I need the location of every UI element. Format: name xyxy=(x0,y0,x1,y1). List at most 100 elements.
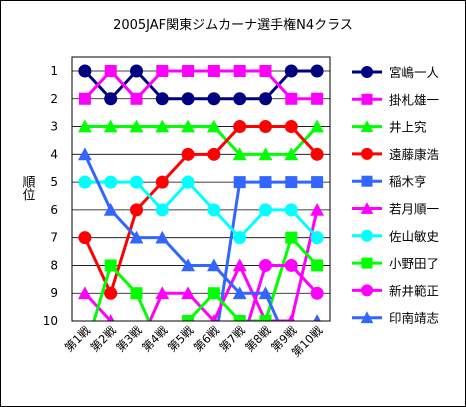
data-point xyxy=(284,147,299,161)
series-line-segment xyxy=(216,181,242,321)
x-tick-label: 第2戦 xyxy=(87,323,119,355)
series-line-segment xyxy=(264,292,280,321)
data-point xyxy=(130,287,143,300)
data-point xyxy=(361,93,373,105)
legend-label: 遠藤康浩 xyxy=(389,147,439,162)
data-point xyxy=(311,259,324,272)
data-point xyxy=(284,120,298,134)
data-point xyxy=(181,92,195,106)
data-point xyxy=(310,119,324,133)
data-point xyxy=(181,147,195,161)
data-point xyxy=(284,64,298,78)
legend-item: 遠藤康浩 xyxy=(352,147,439,162)
data-point xyxy=(232,147,247,161)
legend-item: 井上究 xyxy=(352,120,427,135)
legend-label: 若月順一 xyxy=(389,202,439,217)
data-point xyxy=(259,315,272,321)
data-point xyxy=(130,203,143,217)
y-tick-label: 5 xyxy=(50,175,58,189)
series-line-segment xyxy=(264,237,293,321)
data-point xyxy=(233,231,247,245)
data-point xyxy=(207,203,221,217)
data-point xyxy=(259,203,272,217)
data-point xyxy=(78,286,92,300)
x-tick-label: 第8戦 xyxy=(242,323,274,355)
y-tick-label: 1 xyxy=(50,64,58,78)
data-point xyxy=(130,64,143,78)
x-tick-label: 第4戦 xyxy=(139,323,171,355)
data-point xyxy=(310,231,324,245)
legend-item: 掛札雄一 xyxy=(352,92,439,107)
data-point xyxy=(232,258,247,272)
data-point xyxy=(104,92,118,106)
data-point xyxy=(129,230,144,244)
series-line-segment xyxy=(148,292,164,321)
y-tick-label: 2 xyxy=(50,92,58,106)
data-point xyxy=(311,92,324,105)
data-point xyxy=(361,284,373,297)
data-point xyxy=(285,176,298,189)
y-tick-label: 6 xyxy=(50,203,58,217)
x-tick-label: 第7戦 xyxy=(216,323,248,355)
data-point xyxy=(360,202,374,214)
data-point xyxy=(104,65,117,77)
legend-item: 稲木亨 xyxy=(352,174,427,189)
data-point xyxy=(78,175,92,189)
data-point xyxy=(210,314,218,321)
data-point xyxy=(284,258,298,272)
data-point xyxy=(155,230,170,244)
data-point xyxy=(361,147,373,160)
x-tick-label: 第6戦 xyxy=(191,323,223,355)
legend-label: 小野田了 xyxy=(389,256,439,271)
series-line-segment xyxy=(83,153,113,211)
y-tick-label: 10 xyxy=(43,314,58,328)
series-8 xyxy=(247,258,324,321)
data-point xyxy=(310,286,324,300)
data-point xyxy=(130,92,143,105)
x-tick-label: 第1戦 xyxy=(62,323,94,355)
y-axis-ticks: 1 2 3 4 5 6 7 8 9 10 xyxy=(43,64,58,328)
data-point xyxy=(259,65,272,77)
data-point xyxy=(259,176,272,189)
series-line-segment xyxy=(135,292,151,321)
legend-label: 佐山敏史 xyxy=(389,229,440,244)
data-point xyxy=(155,175,169,189)
plot-area-border xyxy=(71,56,331,322)
data-point xyxy=(106,314,115,321)
data-point xyxy=(155,119,170,133)
legend-item: 印南靖志 xyxy=(352,311,439,326)
data-point xyxy=(259,92,272,106)
series-line-segment xyxy=(212,264,242,321)
legend-item: 新井範正 xyxy=(352,283,439,298)
legend-item: 若月順一 xyxy=(352,202,439,217)
data-point xyxy=(103,202,118,216)
data-point xyxy=(207,258,221,272)
data-point xyxy=(181,286,195,300)
legend-label: 掛札雄一 xyxy=(389,92,439,107)
data-point xyxy=(310,202,324,216)
data-point xyxy=(78,119,92,133)
data-point xyxy=(130,175,143,189)
y-tick-label: 4 xyxy=(50,147,58,161)
data-point xyxy=(360,120,374,132)
data-point xyxy=(287,314,296,321)
data-point xyxy=(233,120,247,134)
data-point xyxy=(233,315,246,321)
data-point xyxy=(129,119,144,133)
x-tick-label: 第5戦 xyxy=(165,323,197,355)
series-1 xyxy=(78,65,324,105)
data-point xyxy=(104,175,118,189)
y-tick-label: 9 xyxy=(50,286,58,300)
data-point xyxy=(207,65,220,77)
legend-label: 宮嶋一人 xyxy=(389,65,440,80)
data-point xyxy=(258,147,273,161)
data-point xyxy=(258,286,273,300)
data-point xyxy=(361,257,373,269)
y-tick-label: 3 xyxy=(50,120,58,134)
data-point xyxy=(311,176,324,189)
data-point xyxy=(181,258,195,272)
